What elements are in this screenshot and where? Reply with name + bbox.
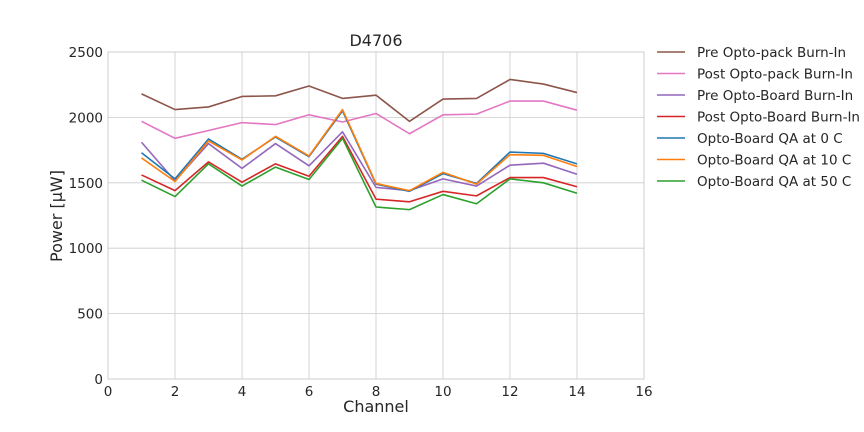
series-line xyxy=(141,137,578,211)
x-tick-label: 2 xyxy=(171,384,180,400)
x-tick-label: 0 xyxy=(104,384,113,400)
x-tick-label: 4 xyxy=(238,384,247,400)
legend-label: Post Opto-pack Burn-In xyxy=(697,67,853,83)
series-line xyxy=(141,108,578,192)
y-tick-label: 2500 xyxy=(69,45,103,61)
chart-title: D4706 xyxy=(349,31,402,50)
y-tick-label: 1500 xyxy=(69,176,103,192)
legend-label: Post Opto-Board Burn-In xyxy=(697,110,860,126)
legend-label: Opto-Board QA at 50 C xyxy=(697,174,851,190)
y-tick-labels: 0 500 1000 1500 2000 2500 xyxy=(69,45,103,388)
x-tick-label: 10 xyxy=(434,384,451,400)
legend-label: Opto-Board QA at 10 C xyxy=(697,153,851,169)
legend: Pre Opto-pack Burn-In Post Opto-pack Burn… xyxy=(657,45,860,190)
series-line xyxy=(140,130,578,192)
series-lines xyxy=(140,78,578,211)
x-tick-label: 14 xyxy=(568,384,585,400)
legend-label: Opto-Board QA at 0 C xyxy=(697,131,843,147)
y-tick-label: 2000 xyxy=(69,110,103,126)
y-axis-label: Power [μW] xyxy=(47,170,66,262)
x-axis-label: Channel xyxy=(343,397,409,416)
x-tick-labels: 0 2 4 6 8 10 12 14 16 xyxy=(104,384,653,400)
y-tick-label: 1000 xyxy=(69,241,103,257)
plot-frame xyxy=(107,51,645,380)
series-line xyxy=(141,78,578,123)
grid xyxy=(107,51,645,380)
series-line xyxy=(141,100,578,140)
y-tick-label: 0 xyxy=(94,372,103,388)
series-line xyxy=(141,135,578,203)
legend-label: Pre Opto-pack Burn-In xyxy=(697,45,846,61)
x-tick-label: 6 xyxy=(305,384,314,400)
x-tick-label: 16 xyxy=(635,384,652,400)
y-tick-label: 500 xyxy=(77,307,103,323)
x-tick-label: 12 xyxy=(501,384,518,400)
legend-label: Pre Opto-Board Burn-In xyxy=(697,88,853,104)
x-tick-label: 8 xyxy=(372,384,381,400)
